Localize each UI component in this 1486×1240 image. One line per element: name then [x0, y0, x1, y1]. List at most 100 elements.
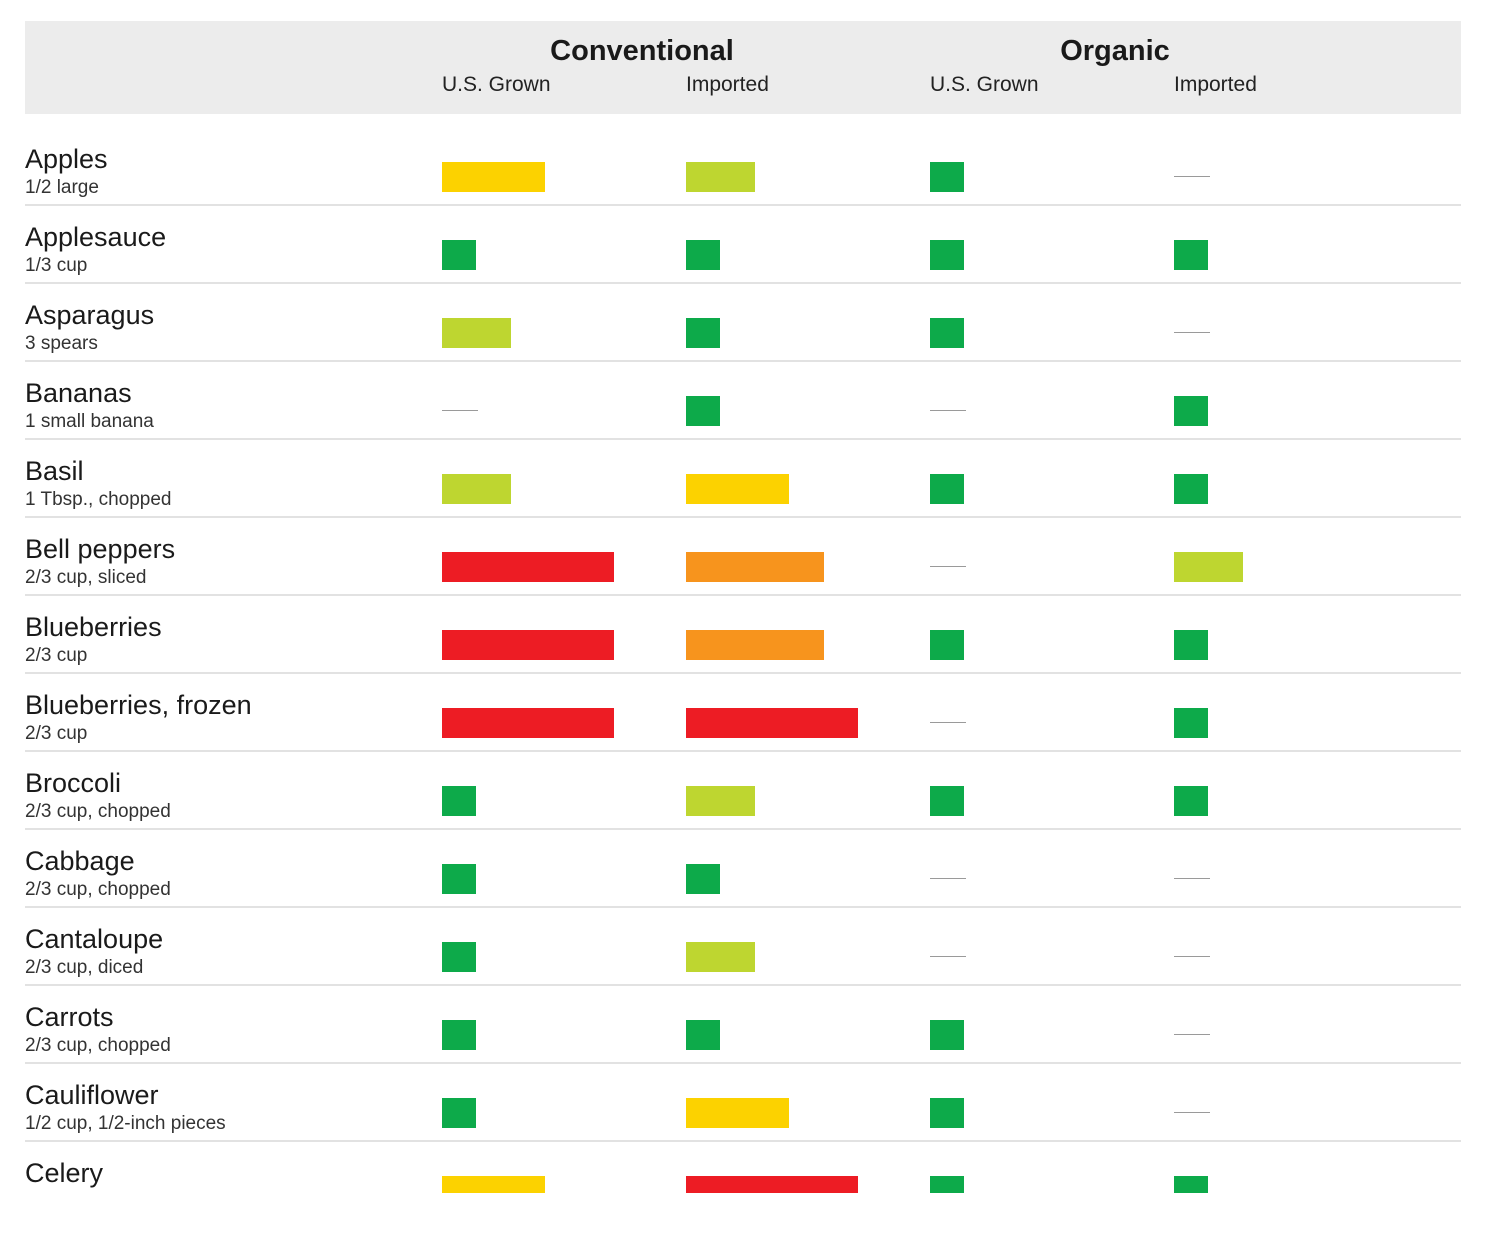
serving-size: 2/3 cup, chopped	[25, 801, 171, 822]
risk-bar-organic-us-grown	[930, 1020, 964, 1050]
row-divider	[25, 594, 1461, 596]
serving-size: 2/3 cup	[25, 645, 88, 666]
serving-size: 2/3 cup, chopped	[25, 1035, 171, 1056]
food-name: Blueberries	[25, 612, 162, 642]
risk-bar-conventional-us-grown	[442, 786, 476, 816]
food-name: Blueberries, frozen	[25, 690, 252, 720]
no-data-dash-organic-us-grown	[930, 410, 966, 411]
serving-size: 2/3 cup	[25, 723, 88, 744]
risk-bar-organic-us-grown	[930, 318, 964, 348]
group-title-conventional: Conventional	[550, 35, 734, 67]
risk-bar-conventional-us-grown	[442, 162, 545, 192]
no-data-dash-organic-us-grown	[930, 878, 966, 879]
chart-header: Conventional Organic U.S. Grown Imported…	[25, 21, 1461, 114]
risk-bar-organic-imported	[1174, 786, 1208, 816]
table-row: Carrots 2/3 cup, chopped	[25, 986, 1461, 1064]
risk-bar-organic-us-grown	[930, 1098, 964, 1128]
food-name: Basil	[25, 456, 84, 486]
risk-bar-organic-us-grown	[930, 630, 964, 660]
food-name: Broccoli	[25, 768, 122, 798]
serving-size: 1 small banana	[25, 411, 154, 432]
table-row: Broccoli 2/3 cup, chopped	[25, 752, 1461, 830]
risk-bar-organic-imported	[1174, 396, 1208, 426]
table-row: Bell peppers 2/3 cup, sliced	[25, 518, 1461, 596]
row-divider	[25, 906, 1461, 908]
no-data-dash-organic-imported	[1174, 1034, 1210, 1035]
risk-bar-conventional-imported	[686, 864, 720, 894]
food-name: Carrots	[25, 1002, 114, 1032]
no-data-dash-organic-imported	[1174, 1112, 1210, 1113]
risk-bar-organic-us-grown	[930, 786, 964, 816]
risk-bar-conventional-us-grown	[442, 864, 476, 894]
serving-size: 2/3 cup, chopped	[25, 1191, 171, 1193]
column-label-conventional-us-grown: U.S. Grown	[442, 73, 551, 96]
risk-bar-conventional-us-grown	[442, 552, 614, 582]
serving-size: 2/3 cup, chopped	[25, 879, 171, 900]
pesticide-risk-chart: Conventional Organic U.S. Grown Imported…	[25, 21, 1461, 1193]
no-data-dash-organic-imported	[1174, 878, 1210, 879]
food-name: Bell peppers	[25, 534, 176, 564]
row-divider	[25, 672, 1461, 674]
table-row: Blueberries, frozen 2/3 cup	[25, 674, 1461, 752]
food-name: Cauliflower	[25, 1080, 159, 1110]
risk-bar-conventional-imported	[686, 1020, 720, 1050]
row-divider	[25, 750, 1461, 752]
column-label-organic-us-grown: U.S. Grown	[930, 73, 1039, 96]
risk-bar-organic-imported	[1174, 1176, 1208, 1193]
serving-size: 1/3 cup	[25, 255, 88, 276]
risk-bar-organic-us-grown	[930, 1176, 964, 1193]
risk-bar-conventional-us-grown	[442, 708, 614, 738]
risk-bar-organic-us-grown	[930, 240, 964, 270]
table-row: Cantaloupe 2/3 cup, diced	[25, 908, 1461, 986]
risk-bar-conventional-us-grown	[442, 630, 614, 660]
row-divider	[25, 984, 1461, 986]
no-data-dash-organic-us-grown	[930, 566, 966, 567]
risk-bar-organic-imported	[1174, 708, 1208, 738]
risk-bar-conventional-imported	[686, 552, 824, 582]
risk-bar-conventional-imported	[686, 162, 755, 192]
serving-size: 2/3 cup, diced	[25, 957, 144, 978]
no-data-dash-organic-imported	[1174, 332, 1210, 333]
risk-bar-organic-imported	[1174, 552, 1243, 582]
table-row: Cabbage 2/3 cup, chopped	[25, 830, 1461, 908]
serving-size: 2/3 cup, sliced	[25, 567, 147, 588]
column-label-conventional-imported: Imported	[686, 73, 769, 96]
table-row: Asparagus 3 spears	[25, 284, 1461, 362]
serving-size: 1/2 cup, 1/2-inch pieces	[25, 1113, 226, 1134]
row-divider	[25, 1062, 1461, 1064]
risk-bar-conventional-imported	[686, 474, 789, 504]
no-data-dash-organic-us-grown	[930, 956, 966, 957]
group-title-organic: Organic	[1060, 35, 1170, 67]
risk-bar-conventional-us-grown	[442, 474, 511, 504]
food-name: Bananas	[25, 378, 132, 408]
serving-size: 1/2 large	[25, 177, 99, 198]
table-row: Cauliflower 1/2 cup, 1/2-inch pieces	[25, 1064, 1461, 1142]
risk-bar-organic-us-grown	[930, 474, 964, 504]
food-name: Cabbage	[25, 846, 135, 876]
risk-bar-conventional-imported	[686, 1176, 858, 1193]
risk-bar-conventional-imported	[686, 396, 720, 426]
row-divider	[25, 1140, 1461, 1142]
risk-bar-organic-imported	[1174, 474, 1208, 504]
row-divider	[25, 204, 1461, 206]
row-divider	[25, 828, 1461, 830]
risk-bar-conventional-imported	[686, 1098, 789, 1128]
no-data-dash-conventional-us-grown	[442, 410, 478, 411]
risk-bar-organic-imported	[1174, 630, 1208, 660]
no-data-dash-organic-imported	[1174, 956, 1210, 957]
risk-bar-conventional-us-grown	[442, 240, 476, 270]
risk-bar-conventional-imported	[686, 708, 858, 738]
risk-bar-conventional-imported	[686, 240, 720, 270]
column-label-organic-imported: Imported	[1174, 73, 1257, 96]
table-row: Apples 1/2 large	[25, 128, 1461, 206]
risk-bar-conventional-imported	[686, 786, 755, 816]
risk-bar-conventional-us-grown	[442, 1098, 476, 1128]
serving-size: 1 Tbsp., chopped	[25, 489, 172, 510]
risk-bar-conventional-us-grown	[442, 942, 476, 972]
table-row: Basil 1 Tbsp., chopped	[25, 440, 1461, 518]
risk-bar-organic-imported	[1174, 240, 1208, 270]
no-data-dash-organic-imported	[1174, 176, 1210, 177]
risk-bar-conventional-us-grown	[442, 318, 511, 348]
serving-size: 3 spears	[25, 333, 98, 354]
risk-bar-conventional-us-grown	[442, 1020, 476, 1050]
